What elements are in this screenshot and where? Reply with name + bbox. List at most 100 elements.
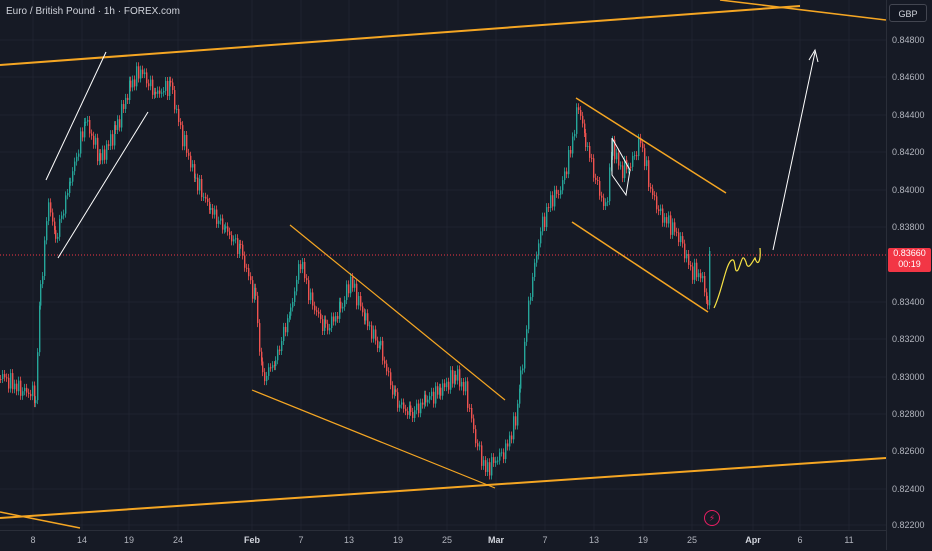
candle-body — [212, 208, 214, 215]
candle-body — [331, 316, 333, 329]
candle-body — [638, 137, 640, 157]
candle-body — [601, 195, 603, 198]
candle-body — [509, 435, 511, 447]
candle-body — [39, 305, 41, 353]
candle-body — [216, 209, 218, 224]
projection-arrow — [772, 51, 816, 251]
candle-body — [104, 149, 106, 160]
candle-body — [489, 462, 491, 476]
candle-body — [388, 371, 390, 373]
candle-body — [87, 119, 89, 122]
candle-body — [170, 80, 172, 83]
candle-body — [519, 388, 521, 404]
lightning-bolt-icon[interactable]: ⚡ — [704, 510, 720, 526]
candle-body — [287, 318, 289, 333]
currency-badge[interactable]: GBP — [889, 4, 927, 22]
candle-body — [224, 228, 226, 230]
candle-body — [369, 325, 371, 327]
candle-body — [274, 365, 276, 367]
chart-canvas[interactable] — [0, 0, 887, 530]
candle-body — [597, 180, 599, 182]
candle-body — [698, 273, 700, 278]
candle-body — [48, 202, 50, 222]
time-label: 24 — [172, 535, 184, 545]
candle-body — [450, 370, 452, 390]
candle-body — [420, 402, 422, 414]
candle-body — [578, 107, 580, 111]
chart-svg[interactable] — [0, 0, 887, 530]
candle-body — [266, 375, 268, 382]
candle-body — [684, 243, 686, 259]
candle-body — [157, 90, 159, 94]
candle-body — [534, 262, 536, 277]
candle-body — [566, 171, 568, 175]
candle-body — [261, 351, 263, 362]
time-label: 6 — [797, 535, 803, 545]
candle-body — [310, 292, 312, 301]
candle-body — [493, 457, 495, 463]
candle-body — [686, 253, 688, 259]
candle-body — [255, 287, 257, 296]
projection-arrowhead — [808, 48, 819, 63]
candle-body — [595, 177, 597, 181]
bar-countdown: 00:19 — [898, 259, 921, 269]
candle-body — [616, 152, 618, 160]
candle-body — [395, 389, 397, 393]
current-price-value: 0.83660 — [893, 248, 926, 258]
candle-body — [306, 278, 308, 281]
candle-body — [511, 435, 513, 440]
candle-body — [448, 381, 450, 390]
candle-body — [270, 367, 272, 369]
candle-body — [163, 90, 165, 93]
candle-body — [556, 189, 558, 194]
candle-body — [654, 195, 656, 197]
candle-body — [576, 107, 578, 134]
price-label: 0.83200 — [892, 334, 925, 344]
candle-body — [360, 296, 362, 307]
candle-body — [433, 391, 435, 404]
candle-body — [165, 80, 167, 91]
candle-body — [252, 280, 254, 299]
candle-body — [696, 262, 698, 278]
candle-body — [380, 340, 382, 346]
candle-body — [425, 394, 427, 403]
candle-body — [409, 405, 411, 415]
candle-body — [475, 429, 477, 444]
candle-body — [707, 299, 709, 306]
candle-body — [327, 323, 329, 331]
candle-body — [536, 255, 538, 263]
time-axis[interactable] — [0, 530, 886, 551]
candle-body — [42, 276, 44, 285]
candle-body — [457, 369, 459, 381]
candle-body — [22, 391, 24, 396]
candle-body — [644, 148, 646, 167]
candle-body — [646, 160, 648, 167]
candle-body — [495, 460, 497, 463]
candle-body — [259, 323, 261, 352]
candle-body — [55, 230, 57, 239]
candle-body — [242, 244, 244, 256]
candle-body — [401, 402, 403, 405]
candle-body — [373, 329, 375, 339]
candle-body — [231, 235, 233, 242]
candle-body — [155, 91, 157, 94]
candle-body — [530, 297, 532, 301]
price-axis[interactable] — [886, 0, 932, 550]
candle-body — [99, 153, 101, 162]
candle-body — [463, 381, 465, 392]
candle-body — [302, 261, 304, 270]
candle-body — [354, 283, 356, 288]
candle-body — [289, 315, 291, 319]
candle-body — [199, 178, 201, 191]
candle-body — [57, 236, 59, 239]
candle-body — [210, 208, 212, 210]
candle-body — [63, 213, 65, 216]
candle-body — [115, 125, 117, 131]
candle-body — [61, 215, 63, 219]
candle-body — [544, 216, 546, 228]
candle-body — [108, 144, 110, 146]
candle-body — [582, 115, 584, 124]
candle-body — [371, 325, 373, 339]
candle-body — [513, 416, 515, 440]
price-label: 0.84600 — [892, 72, 925, 82]
